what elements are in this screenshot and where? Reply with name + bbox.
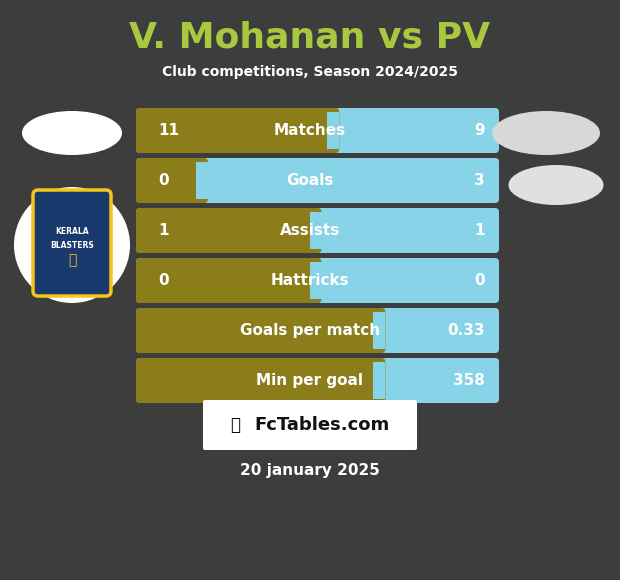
FancyBboxPatch shape [136,208,322,253]
Text: 9: 9 [474,123,485,138]
Text: 0: 0 [158,273,169,288]
Text: 0: 0 [474,273,485,288]
Ellipse shape [22,111,122,155]
Text: Assists: Assists [280,223,340,238]
Text: KERALA: KERALA [55,227,89,237]
Text: BLASTERS: BLASTERS [50,241,94,249]
Text: 11: 11 [158,123,179,138]
Text: Club competitions, Season 2024/2025: Club competitions, Season 2024/2025 [162,65,458,79]
Text: Goals: Goals [286,173,334,188]
FancyBboxPatch shape [136,158,499,203]
Ellipse shape [508,165,603,205]
FancyBboxPatch shape [136,108,499,153]
Text: Min per goal: Min per goal [257,373,363,388]
FancyBboxPatch shape [136,108,339,153]
Text: 📊: 📊 [230,416,240,434]
Text: 0: 0 [158,173,169,188]
Text: FcTables.com: FcTables.com [254,416,389,434]
Text: 3: 3 [474,173,485,188]
Bar [196,162,208,199]
Text: 358: 358 [453,373,485,388]
Text: 20 january 2025: 20 january 2025 [240,462,380,477]
Bar [373,312,386,349]
Text: Goals per match: Goals per match [240,323,380,338]
FancyBboxPatch shape [203,400,417,450]
FancyBboxPatch shape [136,308,499,353]
Bar [309,262,322,299]
FancyBboxPatch shape [33,190,111,296]
Circle shape [14,187,130,303]
Text: V. Mohanan vs PV: V. Mohanan vs PV [130,21,490,55]
Text: 1: 1 [474,223,485,238]
FancyBboxPatch shape [136,158,208,203]
Text: Matches: Matches [274,123,346,138]
FancyBboxPatch shape [136,258,499,303]
FancyBboxPatch shape [136,308,386,353]
FancyBboxPatch shape [136,208,499,253]
Text: Hattricks: Hattricks [271,273,349,288]
Bar [373,362,386,399]
Bar [309,212,322,249]
Text: 0.33: 0.33 [448,323,485,338]
Ellipse shape [492,111,600,155]
FancyBboxPatch shape [136,258,322,303]
FancyBboxPatch shape [136,358,499,403]
Text: 🐘: 🐘 [68,253,76,267]
Text: 1: 1 [158,223,169,238]
Bar [327,112,339,149]
FancyBboxPatch shape [136,358,386,403]
